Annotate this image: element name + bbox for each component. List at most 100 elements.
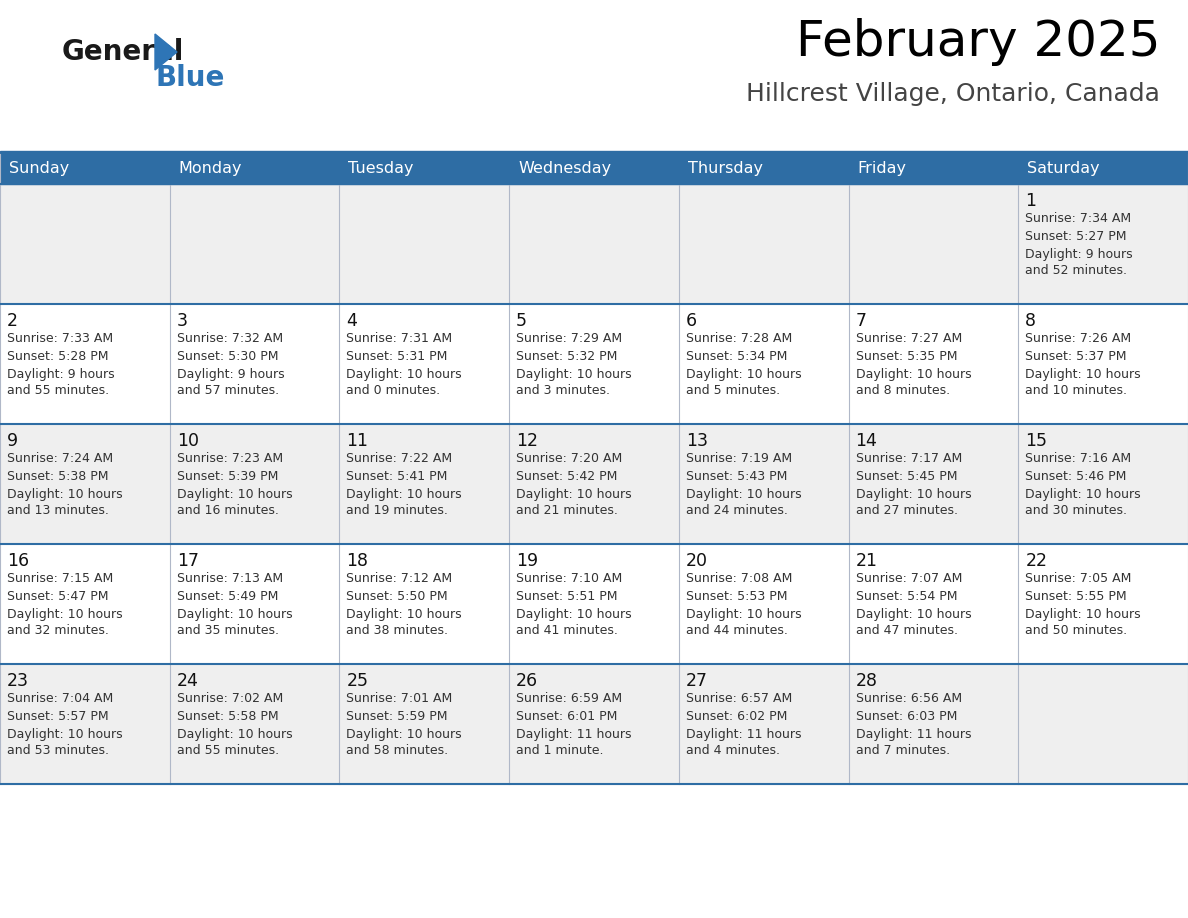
- Text: Daylight: 10 hours: Daylight: 10 hours: [685, 488, 802, 501]
- Text: 8: 8: [1025, 312, 1036, 330]
- Text: Sunset: 5:27 PM: Sunset: 5:27 PM: [1025, 230, 1126, 243]
- Text: 13: 13: [685, 432, 708, 450]
- Text: Daylight: 10 hours: Daylight: 10 hours: [516, 488, 632, 501]
- Text: Sunset: 5:47 PM: Sunset: 5:47 PM: [7, 590, 108, 603]
- Text: Daylight: 10 hours: Daylight: 10 hours: [855, 608, 972, 621]
- Text: Sunset: 5:38 PM: Sunset: 5:38 PM: [7, 470, 108, 483]
- Text: Sunrise: 7:10 AM: Sunrise: 7:10 AM: [516, 572, 623, 585]
- Text: Daylight: 11 hours: Daylight: 11 hours: [855, 728, 971, 741]
- Text: Daylight: 10 hours: Daylight: 10 hours: [1025, 368, 1140, 381]
- Bar: [1018, 154, 1188, 184]
- Text: and 19 minutes.: and 19 minutes.: [347, 504, 448, 517]
- Text: Daylight: 10 hours: Daylight: 10 hours: [7, 488, 122, 501]
- Text: Sunset: 5:41 PM: Sunset: 5:41 PM: [347, 470, 448, 483]
- Text: Sunset: 5:50 PM: Sunset: 5:50 PM: [347, 590, 448, 603]
- Bar: [510, 154, 678, 184]
- Text: General: General: [62, 38, 184, 66]
- Text: Sunrise: 7:08 AM: Sunrise: 7:08 AM: [685, 572, 792, 585]
- Text: 27: 27: [685, 672, 708, 690]
- Text: and 1 minute.: and 1 minute.: [516, 744, 604, 757]
- Polygon shape: [154, 34, 177, 70]
- Text: Sunset: 5:37 PM: Sunset: 5:37 PM: [1025, 350, 1126, 363]
- Bar: [848, 154, 1018, 184]
- Bar: [340, 154, 510, 184]
- Bar: [0, 664, 1188, 784]
- Text: Sunrise: 7:28 AM: Sunrise: 7:28 AM: [685, 332, 792, 345]
- Text: 17: 17: [177, 552, 198, 570]
- Text: Daylight: 10 hours: Daylight: 10 hours: [1025, 608, 1140, 621]
- Text: Wednesday: Wednesday: [518, 162, 612, 176]
- Text: and 38 minutes.: and 38 minutes.: [347, 624, 448, 637]
- Text: Daylight: 11 hours: Daylight: 11 hours: [516, 728, 632, 741]
- Text: 12: 12: [516, 432, 538, 450]
- Text: Sunrise: 7:23 AM: Sunrise: 7:23 AM: [177, 452, 283, 465]
- Text: and 41 minutes.: and 41 minutes.: [516, 624, 618, 637]
- Text: and 55 minutes.: and 55 minutes.: [7, 384, 109, 397]
- Text: 11: 11: [347, 432, 368, 450]
- Text: Sunset: 5:57 PM: Sunset: 5:57 PM: [7, 710, 108, 723]
- Text: Daylight: 10 hours: Daylight: 10 hours: [347, 608, 462, 621]
- Text: Sunrise: 7:34 AM: Sunrise: 7:34 AM: [1025, 212, 1131, 225]
- Text: Friday: Friday: [858, 162, 906, 176]
- Text: Sunset: 5:58 PM: Sunset: 5:58 PM: [177, 710, 278, 723]
- Bar: [0, 154, 170, 184]
- Text: Daylight: 10 hours: Daylight: 10 hours: [7, 608, 122, 621]
- Text: Sunrise: 7:13 AM: Sunrise: 7:13 AM: [177, 572, 283, 585]
- Text: Hillcrest Village, Ontario, Canada: Hillcrest Village, Ontario, Canada: [746, 82, 1159, 106]
- Text: Daylight: 10 hours: Daylight: 10 hours: [516, 368, 632, 381]
- Text: and 13 minutes.: and 13 minutes.: [7, 504, 109, 517]
- Text: and 30 minutes.: and 30 minutes.: [1025, 504, 1127, 517]
- Text: Sunrise: 7:16 AM: Sunrise: 7:16 AM: [1025, 452, 1131, 465]
- Text: Sunrise: 7:29 AM: Sunrise: 7:29 AM: [516, 332, 623, 345]
- Text: and 10 minutes.: and 10 minutes.: [1025, 384, 1127, 397]
- Text: and 0 minutes.: and 0 minutes.: [347, 384, 441, 397]
- Text: Daylight: 9 hours: Daylight: 9 hours: [7, 368, 114, 381]
- Text: Daylight: 9 hours: Daylight: 9 hours: [177, 368, 284, 381]
- Text: Sunset: 5:55 PM: Sunset: 5:55 PM: [1025, 590, 1127, 603]
- Bar: [0, 424, 1188, 544]
- Text: Sunset: 6:01 PM: Sunset: 6:01 PM: [516, 710, 618, 723]
- Text: Sunrise: 7:04 AM: Sunrise: 7:04 AM: [7, 692, 113, 705]
- Text: Sunrise: 6:57 AM: Sunrise: 6:57 AM: [685, 692, 792, 705]
- Text: 24: 24: [177, 672, 198, 690]
- Text: and 4 minutes.: and 4 minutes.: [685, 744, 779, 757]
- Text: Blue: Blue: [154, 64, 225, 92]
- Text: and 50 minutes.: and 50 minutes.: [1025, 624, 1127, 637]
- Bar: [678, 154, 848, 184]
- Text: and 5 minutes.: and 5 minutes.: [685, 384, 781, 397]
- Text: 18: 18: [347, 552, 368, 570]
- Text: Sunrise: 7:17 AM: Sunrise: 7:17 AM: [855, 452, 962, 465]
- Bar: [0, 544, 1188, 664]
- Text: 25: 25: [347, 672, 368, 690]
- Text: Sunset: 6:03 PM: Sunset: 6:03 PM: [855, 710, 958, 723]
- Text: 21: 21: [855, 552, 878, 570]
- Bar: [0, 151, 1188, 155]
- Text: 28: 28: [855, 672, 878, 690]
- Text: Sunset: 5:43 PM: Sunset: 5:43 PM: [685, 470, 788, 483]
- Text: Saturday: Saturday: [1028, 162, 1100, 176]
- Text: Sunrise: 7:19 AM: Sunrise: 7:19 AM: [685, 452, 792, 465]
- Text: Sunset: 5:59 PM: Sunset: 5:59 PM: [347, 710, 448, 723]
- Text: Daylight: 11 hours: Daylight: 11 hours: [685, 728, 802, 741]
- Text: Monday: Monday: [178, 162, 242, 176]
- Text: Sunrise: 7:02 AM: Sunrise: 7:02 AM: [177, 692, 283, 705]
- Bar: [0, 184, 1188, 304]
- Text: and 44 minutes.: and 44 minutes.: [685, 624, 788, 637]
- Text: and 57 minutes.: and 57 minutes.: [177, 384, 279, 397]
- Text: and 55 minutes.: and 55 minutes.: [177, 744, 279, 757]
- Text: Thursday: Thursday: [688, 162, 763, 176]
- Text: and 53 minutes.: and 53 minutes.: [7, 744, 109, 757]
- Text: 10: 10: [177, 432, 198, 450]
- Text: Sunset: 6:02 PM: Sunset: 6:02 PM: [685, 710, 788, 723]
- Text: Sunset: 5:49 PM: Sunset: 5:49 PM: [177, 590, 278, 603]
- Text: 5: 5: [516, 312, 527, 330]
- Text: Sunrise: 7:05 AM: Sunrise: 7:05 AM: [1025, 572, 1132, 585]
- Text: 26: 26: [516, 672, 538, 690]
- Text: Sunset: 5:28 PM: Sunset: 5:28 PM: [7, 350, 108, 363]
- Text: and 47 minutes.: and 47 minutes.: [855, 624, 958, 637]
- Text: Sunrise: 7:20 AM: Sunrise: 7:20 AM: [516, 452, 623, 465]
- Text: and 58 minutes.: and 58 minutes.: [347, 744, 449, 757]
- Text: and 8 minutes.: and 8 minutes.: [855, 384, 949, 397]
- Text: Sunset: 5:45 PM: Sunset: 5:45 PM: [855, 470, 958, 483]
- Text: Sunset: 5:54 PM: Sunset: 5:54 PM: [855, 590, 958, 603]
